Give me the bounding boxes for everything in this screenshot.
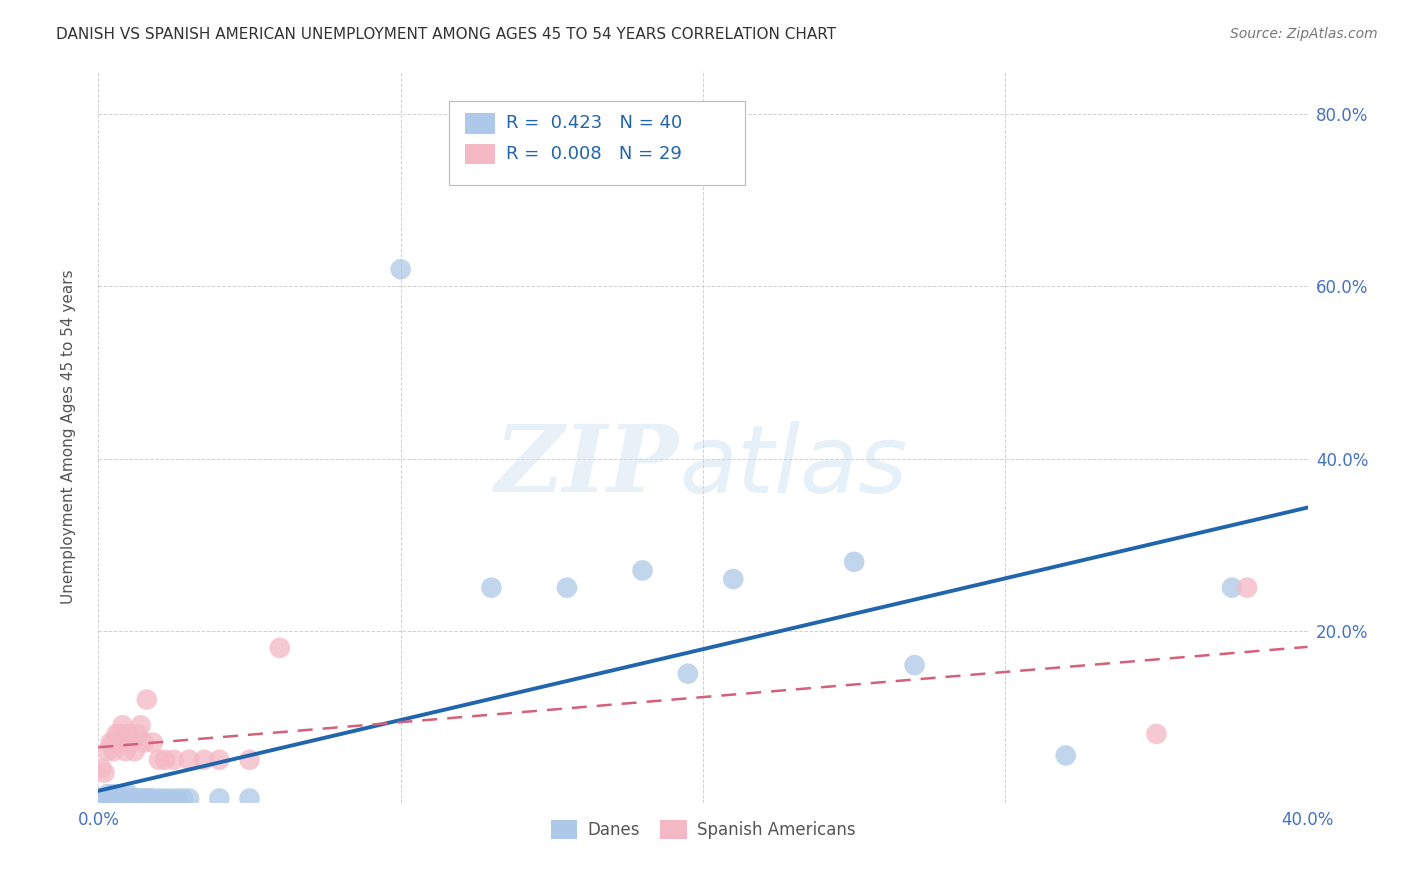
Point [163, 753, 186, 767]
Point [93, 765, 115, 780]
Y-axis label: Unemployment Among Ages 45 to 54 years: Unemployment Among Ages 45 to 54 years [62, 269, 76, 605]
Point [135, 692, 157, 706]
Point [153, 791, 176, 805]
Point [132, 735, 155, 749]
Point [127, 727, 149, 741]
Point [111, 718, 134, 732]
Point [148, 753, 170, 767]
Point [1144, 727, 1167, 741]
Point [121, 791, 143, 805]
Point [96, 787, 118, 801]
Point [555, 581, 578, 595]
Point [481, 581, 503, 595]
Point [118, 727, 141, 741]
Text: Source: ZipAtlas.com: Source: ZipAtlas.com [1230, 27, 1378, 41]
Point [124, 791, 146, 805]
Point [93, 791, 115, 805]
Point [148, 791, 170, 805]
Point [100, 791, 122, 805]
Point [631, 564, 654, 578]
Point [124, 744, 146, 758]
Point [90, 761, 112, 775]
Point [108, 787, 131, 801]
Point [96, 744, 118, 758]
Point [166, 791, 188, 805]
Point [239, 753, 262, 767]
Point [1054, 748, 1077, 763]
Point [179, 753, 201, 767]
Text: atlas: atlas [679, 421, 907, 512]
Point [1236, 581, 1258, 595]
Point [103, 735, 125, 749]
Point [96, 791, 118, 805]
Text: ZIP: ZIP [495, 421, 679, 511]
Point [118, 787, 141, 801]
Point [208, 753, 231, 767]
Point [100, 735, 122, 749]
Point [90, 791, 112, 805]
Point [105, 791, 128, 805]
Point [904, 658, 927, 673]
Point [127, 791, 149, 805]
Point [153, 753, 176, 767]
Point [111, 791, 134, 805]
Text: R =  0.423   N = 40: R = 0.423 N = 40 [506, 114, 682, 132]
Point [142, 735, 165, 749]
Point [172, 791, 194, 805]
Point [105, 727, 128, 741]
Point [103, 787, 125, 801]
Point [389, 262, 412, 277]
Point [139, 791, 162, 805]
Point [103, 791, 125, 805]
Point [179, 791, 201, 805]
Text: DANISH VS SPANISH AMERICAN UNEMPLOYMENT AMONG AGES 45 TO 54 YEARS CORRELATION CH: DANISH VS SPANISH AMERICAN UNEMPLOYMENT … [56, 27, 837, 42]
Point [114, 744, 136, 758]
Point [121, 735, 143, 749]
FancyBboxPatch shape [465, 113, 495, 134]
Point [1220, 581, 1243, 595]
Point [676, 666, 699, 681]
Point [135, 791, 157, 805]
Point [108, 735, 131, 749]
Point [118, 791, 141, 805]
Point [108, 727, 131, 741]
Point [269, 640, 291, 655]
Point [208, 791, 231, 805]
Text: R =  0.008   N = 29: R = 0.008 N = 29 [506, 145, 682, 163]
Point [160, 791, 183, 805]
Point [142, 791, 165, 805]
Legend: Danes, Spanish Americans: Danes, Spanish Americans [544, 814, 862, 846]
FancyBboxPatch shape [465, 144, 495, 164]
Point [103, 744, 125, 758]
Point [844, 555, 866, 569]
Point [132, 791, 155, 805]
FancyBboxPatch shape [449, 101, 745, 185]
Point [193, 753, 215, 767]
Point [108, 791, 131, 805]
Point [129, 791, 152, 805]
Point [114, 791, 136, 805]
Point [239, 791, 262, 805]
Point [723, 572, 745, 586]
Point [129, 718, 152, 732]
